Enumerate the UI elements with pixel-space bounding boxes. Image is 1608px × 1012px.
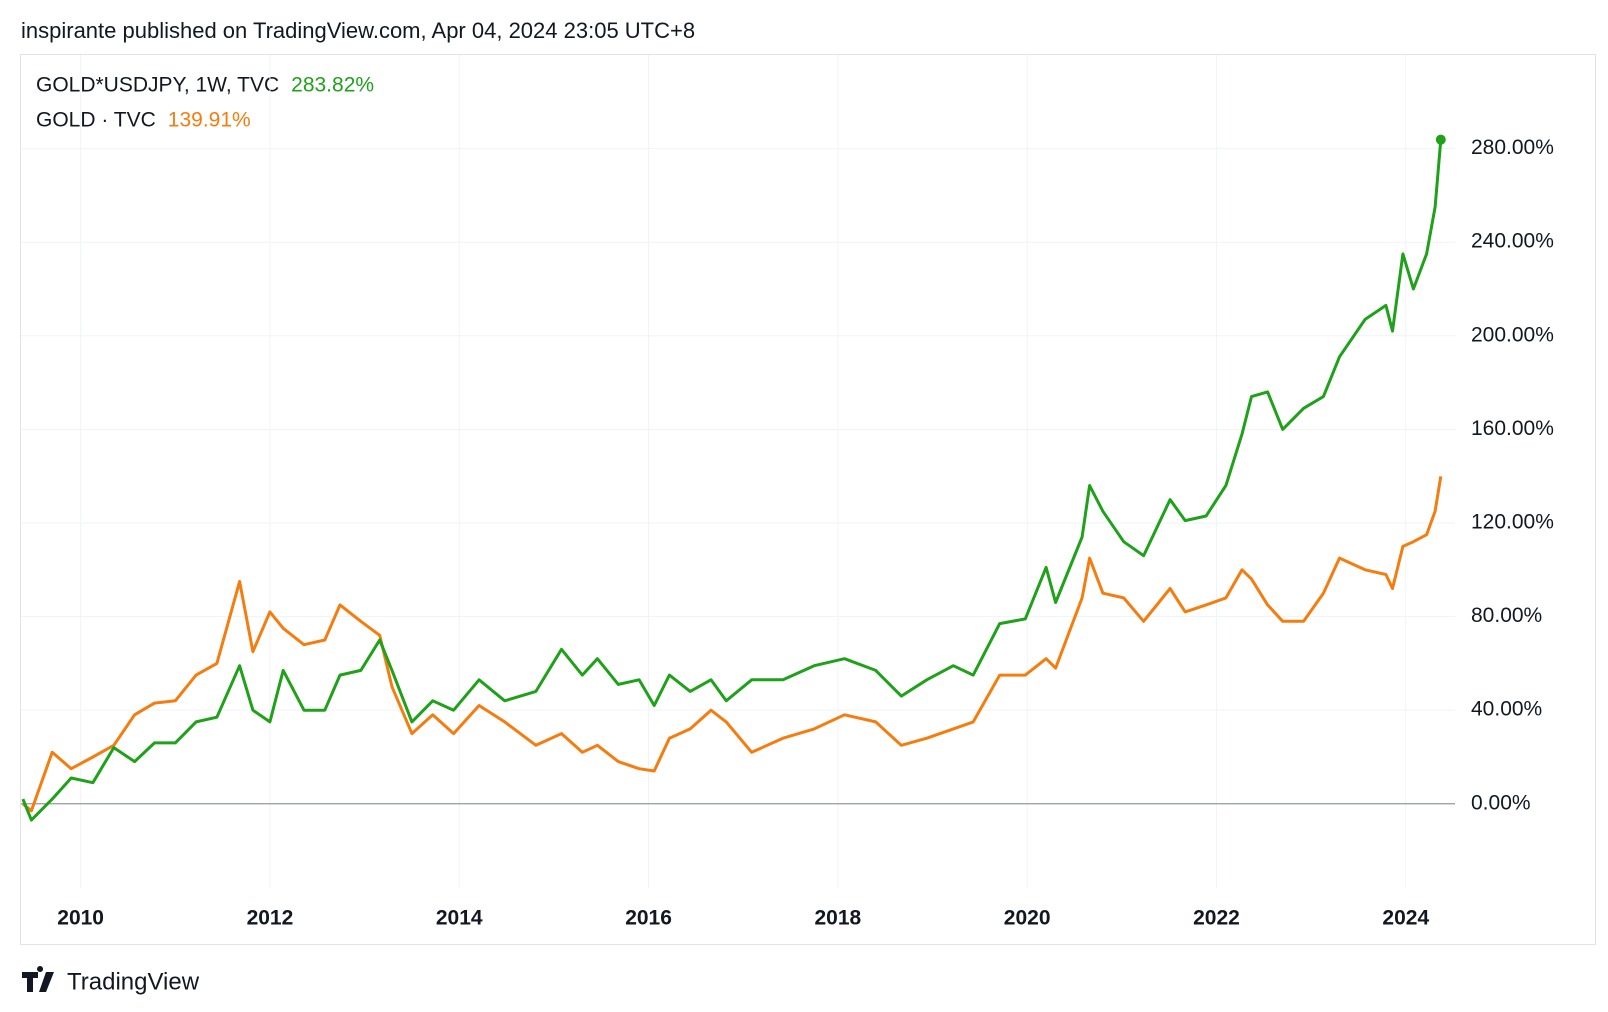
series-line — [21, 476, 1443, 813]
legend-label: GOLD · TVC — [36, 109, 156, 132]
chart-frame — [20, 54, 1596, 945]
x-tick-label: 2016 — [625, 907, 672, 930]
subtitle: inspirante published on TradingView.com,… — [21, 18, 695, 43]
brand-name: TradingView — [67, 968, 200, 995]
series-line — [21, 139, 1443, 822]
brand-logo — [22, 966, 54, 992]
y-tick-label: 40.00% — [1471, 698, 1542, 721]
y-tick-label: 280.00% — [1471, 136, 1554, 159]
x-tick-label: 2012 — [247, 907, 294, 930]
x-tick-label: 2020 — [1004, 907, 1051, 930]
plot-area — [21, 55, 1455, 888]
legend-value: 139.91% — [168, 109, 251, 132]
x-tick-label: 2018 — [815, 907, 862, 930]
y-tick-label: 120.00% — [1471, 511, 1554, 534]
x-tick-label: 2024 — [1382, 907, 1429, 930]
y-tick-label: 200.00% — [1471, 323, 1554, 346]
last-point — [1435, 134, 1446, 145]
y-tick-label: 240.00% — [1471, 230, 1554, 253]
x-tick-label: 2010 — [57, 907, 104, 930]
y-tick-label: 80.00% — [1471, 604, 1542, 627]
x-tick-label: 2014 — [436, 907, 483, 930]
legend-value: 283.82% — [291, 74, 374, 97]
y-tick-label: 0.00% — [1471, 791, 1531, 814]
y-tick-label: 160.00% — [1471, 417, 1554, 440]
legend-label: GOLD*USDJPY, 1W, TVC — [36, 74, 279, 97]
x-tick-label: 2022 — [1193, 907, 1240, 930]
